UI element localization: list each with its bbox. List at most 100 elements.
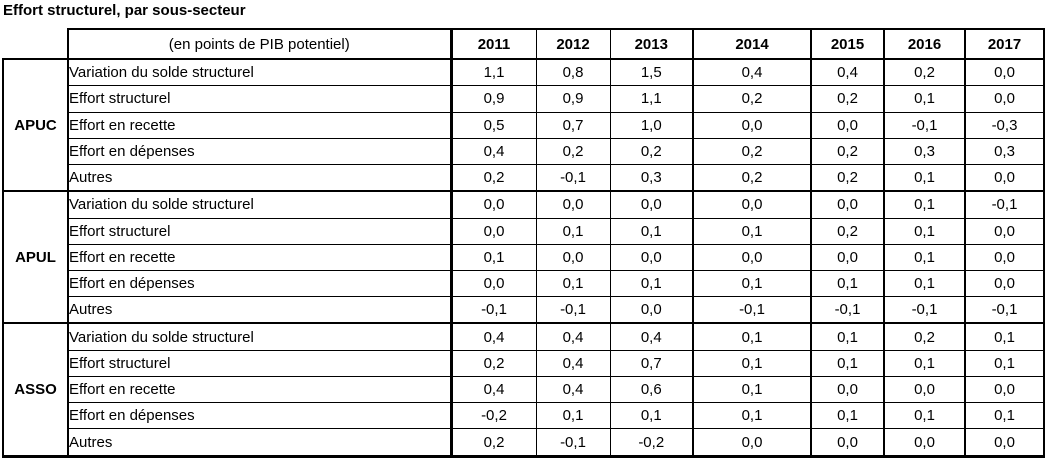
value-cell: 0,9 (449, 85, 536, 113)
value-cell: 0,0 (810, 191, 884, 219)
value-cell: 0,1 (883, 350, 965, 377)
value-cell: 0,0 (449, 270, 536, 298)
value-cell: -0,1 (964, 191, 1045, 219)
row-label: Effort en recette (67, 376, 451, 404)
year-header-2017: 2017 (964, 28, 1045, 60)
value-cell: 1,1 (609, 85, 693, 113)
value-cell: 0,1 (883, 191, 965, 219)
row-label: Variation du solde structurel (67, 323, 451, 351)
value-cell: 0,0 (964, 164, 1045, 193)
value-cell: 0,1 (535, 218, 610, 245)
value-cell: 0,0 (810, 112, 884, 139)
value-cell: 0,1 (692, 270, 811, 298)
value-cell: 0,4 (449, 376, 536, 404)
value-cell: 0,2 (810, 164, 884, 193)
value-cell: 0,1 (692, 323, 811, 351)
table-row-asso-2: Effort en recette 0,4 0,4 0,6 0,1 0,0 0,0 0,0 (3, 376, 1045, 404)
value-cell: 0,4 (449, 323, 536, 351)
table-row-apuc-0: APUC Variation du solde structurel 1,1 0,8 1… (2, 57, 1045, 193)
value-cell: 0,2 (449, 428, 536, 458)
value-cell: 0,1 (692, 376, 811, 404)
row-label: Autres (67, 164, 451, 193)
value-cell: 0,1 (883, 85, 965, 113)
value-cell: 0,0 (535, 191, 610, 219)
row-label: Effort structurel (67, 85, 451, 113)
value-cell: 0,0 (609, 244, 693, 271)
value-cell: 0,2 (692, 85, 811, 113)
section-label-asso: ASSO (2, 322, 69, 459)
value-cell: 0,0 (692, 428, 811, 458)
value-cell: 0,1 (883, 402, 965, 430)
value-cell: -0,2 (609, 428, 693, 458)
value-cell: -0,3 (964, 112, 1045, 139)
value-cell: 0,1 (535, 270, 610, 298)
value-cell: 0,7 (609, 350, 693, 377)
value-cell: 0,2 (609, 138, 693, 165)
value-cell: 0,1 (964, 323, 1045, 351)
table-row-asso-1: Effort structurel 0,2 0,4 0,7 0,1 0,1 0,1 0,1 (3, 350, 1045, 377)
value-cell: 0,0 (692, 112, 811, 139)
value-cell: 0,1 (609, 270, 693, 298)
value-cell: 0,1 (883, 244, 965, 271)
year-header-2012: 2012 (535, 28, 610, 60)
table-row-apuc-2: Effort en recette 0,5 0,7 1,0 0,0 0,0 -0,1 -0,3 (3, 112, 1045, 139)
value-cell: 0,0 (609, 296, 693, 325)
row-label: Autres (67, 296, 451, 325)
value-cell: 0,4 (535, 323, 610, 351)
value-cell: 0,4 (609, 323, 693, 351)
year-header-2015: 2015 (810, 28, 884, 60)
value-cell: 0,0 (964, 218, 1045, 245)
value-cell: 1,5 (609, 59, 693, 87)
value-cell: 0,9 (535, 85, 610, 113)
value-cell: 0,0 (964, 270, 1045, 298)
value-cell: -0,2 (449, 402, 536, 430)
value-cell: 1,0 (609, 112, 693, 139)
row-label: Variation du solde structurel (67, 191, 451, 219)
value-cell: -0,1 (535, 296, 610, 325)
value-cell: 0,0 (535, 244, 610, 271)
value-cell: 0,1 (883, 164, 965, 193)
value-cell: 0,0 (964, 85, 1045, 113)
value-cell: 0,1 (883, 270, 965, 298)
year-header-2016: 2016 (883, 28, 965, 60)
table-row-apuc-4: Autres 0,2 -0,1 0,3 0,2 0,2 0,1 0,0 (3, 164, 1045, 193)
value-cell: 0,1 (883, 218, 965, 245)
value-cell: 0,1 (535, 402, 610, 430)
table-row-asso-0: ASSO Variation du solde structurel 0,4 0,4 0… (2, 322, 1045, 459)
value-cell: -0,1 (535, 164, 610, 193)
value-cell: 0,0 (692, 191, 811, 219)
value-cell: 0,0 (449, 218, 536, 245)
value-cell: -0,1 (810, 296, 884, 325)
value-cell: 0,2 (810, 138, 884, 165)
section-label-apuc: APUC (2, 57, 69, 193)
value-cell: 0,0 (609, 191, 693, 219)
value-cell: 0,0 (883, 428, 965, 458)
table-title: Effort structurel, par sous-secteur (3, 2, 246, 19)
value-cell: 0,4 (810, 59, 884, 87)
value-cell: 0,2 (810, 85, 884, 113)
value-cell: -0,1 (964, 296, 1045, 325)
table-row-apul-3: Effort en dépenses 0,0 0,1 0,1 0,1 0,1 0,1 0,0 (3, 270, 1045, 298)
header-row: (en points de PIB potentiel) 2011 2012 201… (3, 28, 1045, 60)
value-cell: 0,4 (535, 350, 610, 377)
value-cell: 0,1 (692, 402, 811, 430)
value-cell: 0,0 (810, 428, 884, 458)
effort-structurel-table: (en points de PIB potentiel) 2011 2012 201… (2, 28, 1045, 459)
value-cell: 1,1 (449, 59, 536, 87)
row-label: Effort en dépenses (67, 402, 451, 430)
year-header-2014: 2014 (692, 28, 811, 60)
value-cell: -0,1 (692, 296, 811, 325)
table-row-apul-2: Effort en recette 0,1 0,0 0,0 0,0 0,0 0,1 0,0 (3, 244, 1045, 271)
value-cell: 0,4 (692, 59, 811, 87)
value-cell: 0,2 (883, 59, 965, 87)
value-cell: -0,1 (449, 296, 536, 325)
table-row-apuc-1: Effort structurel 0,9 0,9 1,1 0,2 0,2 0,1 0,0 (3, 85, 1045, 113)
section-label-apul: APUL (2, 190, 69, 325)
row-label: Effort en dépenses (67, 270, 451, 298)
value-cell: 0,1 (609, 402, 693, 430)
value-cell: 0,2 (535, 138, 610, 165)
value-cell: 0,3 (883, 138, 965, 165)
value-cell: -0,1 (535, 428, 610, 458)
value-cell: 0,2 (449, 350, 536, 377)
